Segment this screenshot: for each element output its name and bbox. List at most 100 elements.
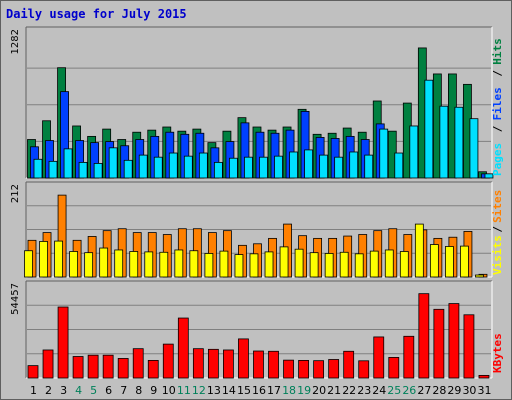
bar-kbytes-day-25 — [388, 357, 400, 379]
x-tick-label-day-5: 5 — [90, 384, 97, 397]
panel-top-ymax-label: 1282 — [10, 29, 21, 54]
bar-visits-day-9 — [144, 251, 154, 278]
x-tick-label-day-6: 6 — [105, 384, 112, 397]
bar-pages-day-8 — [138, 154, 148, 179]
bar-pages-day-9 — [153, 156, 163, 179]
bar-pages-day-7 — [123, 159, 133, 179]
x-tick-label-day-30: 30 — [462, 384, 476, 397]
bar-visits-day-10 — [159, 251, 169, 278]
bar-kbytes-day-20 — [313, 360, 325, 379]
bar-kbytes-day-1 — [27, 365, 39, 379]
bar-visits-day-12 — [189, 250, 199, 278]
bar-kbytes-day-28 — [433, 308, 445, 379]
bar-pages-day-23 — [364, 154, 374, 179]
bar-kbytes-day-13 — [207, 348, 219, 379]
x-tick-label-day-28: 28 — [432, 384, 446, 397]
bar-pages-day-1 — [33, 158, 43, 179]
bar-kbytes-day-5 — [87, 354, 99, 379]
bar-kbytes-day-21 — [328, 359, 340, 379]
bar-visits-day-21 — [324, 253, 334, 278]
bar-visits-day-5 — [84, 252, 94, 278]
bar-visits-day-6 — [99, 247, 109, 278]
x-tick-label-day-25: 25 — [387, 384, 401, 397]
x-tick-label-day-17: 17 — [267, 384, 281, 397]
bar-kbytes-day-19 — [298, 360, 309, 379]
legend-kbytes: KBytes — [491, 333, 504, 373]
bar-pages-day-13 — [213, 161, 223, 179]
bar-visits-day-11 — [174, 249, 184, 278]
bar-pages-day-19 — [304, 149, 313, 179]
bar-kbytes-day-31 — [478, 374, 490, 379]
bar-pages-day-21 — [334, 156, 344, 179]
bar-kbytes-day-27 — [418, 293, 430, 379]
bar-visits-day-3 — [54, 240, 63, 278]
legend-separator: / — [491, 226, 504, 233]
bar-pages-day-10 — [168, 152, 178, 179]
bar-pages-day-31 — [484, 173, 494, 179]
bar-visits-day-13 — [204, 253, 214, 278]
legend-files: Files — [491, 87, 504, 120]
bar-kbytes-day-17 — [268, 350, 279, 379]
x-tick-label-day-26: 26 — [402, 384, 416, 397]
bar-visits-day-4 — [69, 251, 78, 278]
x-tick-label-day-14: 14 — [222, 384, 236, 397]
bar-visits-day-7 — [114, 249, 124, 278]
bar-visits-day-31 — [475, 274, 484, 278]
bar-pages-day-22 — [349, 151, 359, 179]
bar-visits-day-14 — [219, 250, 229, 278]
panel-middle-ymax-label: 212 — [10, 184, 21, 203]
x-tick-label-day-16: 16 — [252, 384, 266, 397]
x-tick-label-day-3: 3 — [60, 384, 67, 397]
bar-kbytes-day-9 — [147, 360, 159, 379]
bar-visits-day-16 — [249, 253, 259, 278]
x-tick-label-day-27: 27 — [417, 384, 431, 397]
bar-pages-day-16 — [259, 156, 268, 179]
bar-kbytes-day-26 — [403, 335, 415, 379]
bar-visits-day-26 — [399, 251, 409, 278]
bar-visits-day-15 — [234, 254, 244, 278]
bar-kbytes-day-6 — [102, 354, 114, 379]
bar-visits-day-8 — [129, 251, 139, 278]
bar-kbytes-day-8 — [132, 348, 144, 379]
bar-pages-day-6 — [108, 147, 118, 179]
x-tick-label-day-8: 8 — [135, 384, 142, 397]
x-tick-label-day-22: 22 — [342, 384, 356, 397]
bar-pages-day-11 — [183, 155, 193, 179]
bar-kbytes-day-4 — [72, 356, 84, 379]
x-tick-label-day-29: 29 — [447, 384, 461, 397]
x-tick-label-day-13: 13 — [207, 384, 221, 397]
panel-bottom-ymax-label: 54457 — [10, 283, 21, 315]
bar-pages-day-24 — [379, 128, 389, 179]
x-tick-label-day-11: 11 — [177, 384, 191, 397]
x-tick-label-day-2: 2 — [45, 384, 52, 397]
bar-kbytes-day-12 — [192, 348, 204, 379]
bar-pages-day-17 — [274, 155, 283, 179]
legend-visits: Visits — [491, 235, 504, 275]
bar-pages-day-27 — [424, 79, 434, 179]
bar-kbytes-day-15 — [238, 338, 249, 379]
x-tick-label-day-1: 1 — [30, 384, 37, 397]
x-tick-label-day-7: 7 — [120, 384, 127, 397]
bar-pages-day-2 — [48, 160, 58, 179]
bar-kbytes-day-24 — [373, 336, 385, 379]
bar-visits-day-2 — [39, 241, 48, 278]
bar-kbytes-day-3 — [57, 306, 69, 379]
bar-visits-day-24 — [369, 250, 379, 278]
bar-kbytes-day-18 — [283, 359, 294, 379]
bar-pages-day-30 — [469, 118, 479, 179]
x-tick-label-day-19: 19 — [297, 384, 311, 397]
bar-kbytes-day-2 — [42, 349, 54, 379]
x-tick-label-day-9: 9 — [150, 384, 157, 397]
x-tick-label-day-23: 23 — [357, 384, 371, 397]
chart-title: Daily usage for July 2015 — [6, 7, 187, 21]
legend-separator: / — [491, 70, 504, 77]
bar-pages-day-28 — [439, 105, 449, 179]
legend-sites: Sites — [491, 190, 504, 223]
bar-pages-day-14 — [229, 157, 238, 179]
x-tick-label-day-31: 31 — [477, 384, 491, 397]
bar-visits-day-1 — [24, 250, 33, 278]
bar-kbytes-day-29 — [448, 303, 460, 379]
bar-kbytes-day-22 — [343, 350, 355, 379]
bar-pages-day-20 — [319, 154, 329, 179]
